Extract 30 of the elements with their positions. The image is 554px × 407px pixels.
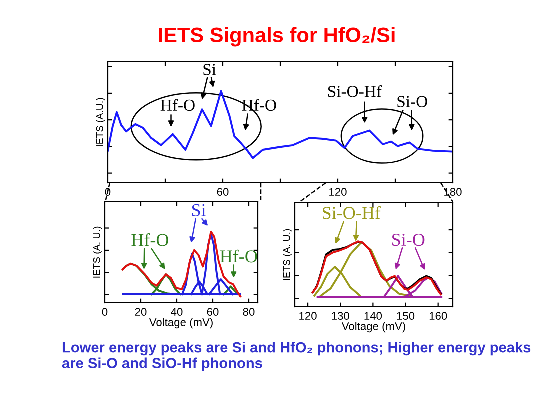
annotation: Si-O-Hf <box>328 85 382 98</box>
x-axis-title: Voltage (mV) <box>342 322 406 333</box>
x-tick-label: 0 <box>105 188 111 196</box>
y-axis-title: IETS (A.U.) <box>96 98 106 146</box>
x-axis-title: Voltage (mV) <box>149 318 213 329</box>
x-tick-label: 160 <box>430 312 448 320</box>
x-tick-label: 140 <box>364 312 382 320</box>
x-tick-label: 120 <box>300 312 317 320</box>
annotation: Hf-O <box>160 99 195 112</box>
annotation: Hf-O <box>132 233 168 246</box>
x-tick-label: 60 <box>207 308 219 316</box>
x-tick-label: 60 <box>217 188 229 196</box>
x-tick-label: 150 <box>397 312 415 320</box>
x-tick-label: 130 <box>332 312 350 320</box>
annotation: Si-O <box>392 234 425 246</box>
annotation: Hf-O <box>220 250 258 263</box>
x-tick-label: 120 <box>330 188 347 196</box>
text: Si <box>204 64 216 76</box>
y-axis-title: IETS (A. U.) <box>93 226 102 278</box>
x-tick-label: 20 <box>135 308 147 316</box>
chart-title: IETS Signals for HfO₂/Si <box>159 27 395 47</box>
x-tick-label: 80 <box>243 308 255 316</box>
text: Si-O-Hf <box>322 206 381 220</box>
x-tick-label: 40 <box>171 308 183 316</box>
text: Lower energy peaks are Si and HfO₂ phonons; Higher energy peaks are Si-O and SiO-Hf phonons <box>62 342 531 372</box>
text: Si <box>192 204 206 216</box>
x-tick-label: 180 <box>444 188 462 196</box>
x-tick-label: 0 <box>102 308 108 316</box>
y-axis-title: IETS (A. U.) <box>283 229 292 280</box>
annotation: Si-O <box>398 96 428 108</box>
